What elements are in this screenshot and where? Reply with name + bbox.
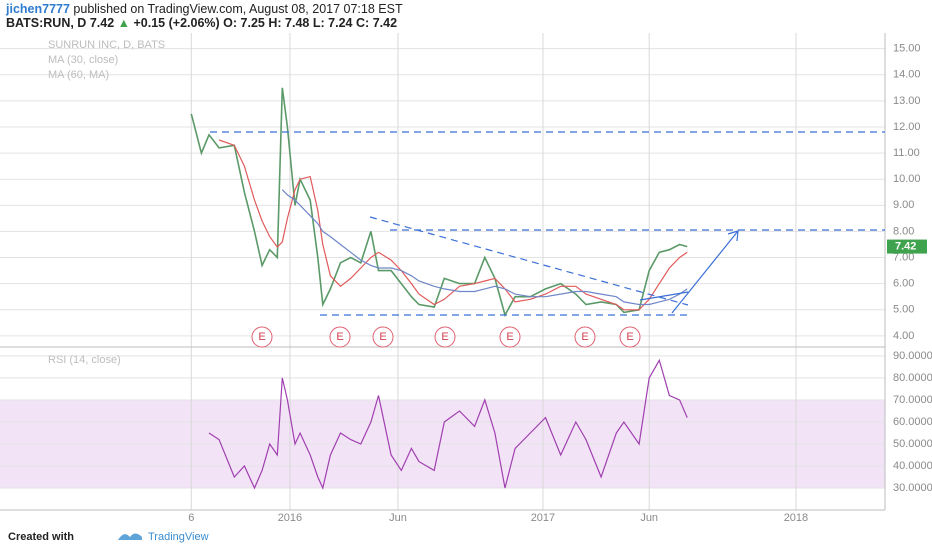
trend-line bbox=[369, 216, 689, 306]
author: jichen7777 bbox=[5, 2, 70, 16]
footer-brand: TradingView bbox=[148, 531, 209, 543]
earnings-marker bbox=[499, 326, 521, 348]
x-tick-label: 2017 bbox=[531, 512, 555, 524]
y-tick-label: 60.0000 bbox=[893, 416, 932, 428]
last: 7.42 bbox=[90, 16, 114, 30]
earnings-label: E bbox=[626, 331, 633, 343]
arrow-head bbox=[727, 230, 739, 242]
series-line bbox=[208, 358, 688, 490]
y-tick-label: 12.00 bbox=[893, 121, 921, 133]
plot: 4.00 5.00 6.00 7.00 8.00 9.00 10.00 11.00 12.00 1… bbox=[0, 33, 932, 524]
ohlc-value: 7.48 bbox=[285, 16, 309, 30]
ohlc-label: C: bbox=[356, 16, 369, 30]
x-tick-label: 2018 bbox=[784, 512, 808, 524]
y-tick-label: 50.0000 bbox=[893, 438, 932, 450]
ohlc-label: O: bbox=[223, 16, 237, 30]
change: +0.15 (+2.06%) bbox=[134, 16, 220, 30]
legend-entry: MA (60, MA) bbox=[48, 69, 109, 81]
legend-entry: MA (30, close) bbox=[48, 54, 118, 66]
footer-bg bbox=[0, 525, 932, 550]
x-tick-label: Jun bbox=[640, 512, 658, 524]
projection-arrow bbox=[671, 230, 739, 314]
y-tick-label: 90.0000 bbox=[893, 350, 932, 362]
ohlc-value: 7.42 bbox=[373, 16, 397, 30]
y-tick-label: 7.00 bbox=[893, 251, 914, 263]
last-price-label: 7.42 bbox=[895, 240, 916, 252]
legend-entry: RSI (14, close) bbox=[48, 354, 121, 366]
ohlc-label: L: bbox=[313, 16, 325, 30]
earnings-label: E bbox=[336, 331, 343, 343]
drawings bbox=[210, 131, 885, 316]
earnings-marker bbox=[372, 326, 394, 348]
y-tick-label: 5.00 bbox=[893, 304, 914, 316]
logo-icon bbox=[118, 533, 142, 540]
y-tick-label: 70.0000 bbox=[893, 394, 932, 406]
earnings-label: E bbox=[379, 331, 386, 343]
earnings-label: E bbox=[258, 331, 265, 343]
x-tick-label: 2016 bbox=[278, 512, 302, 524]
last-price-tag bbox=[887, 239, 927, 254]
x-tick-label: Jun bbox=[389, 512, 407, 524]
series-line bbox=[190, 87, 688, 318]
y-tick-label: 9.00 bbox=[893, 199, 914, 211]
series-line bbox=[218, 139, 688, 311]
published: published on TradingView.com, August 08,… bbox=[73, 2, 403, 16]
x-tick-label: 6 bbox=[188, 512, 194, 524]
header-line-1: jichen7777 published on TradingView.com,… bbox=[5, 2, 403, 16]
ohlc-label: H: bbox=[268, 16, 281, 30]
legend-entry: SUNRUN INC, D, BATS bbox=[48, 39, 165, 51]
y-tick-label: 30.0000 bbox=[893, 482, 932, 494]
symbol: BATS:RUN, D bbox=[6, 16, 86, 30]
y-tick-label: 13.00 bbox=[893, 95, 921, 107]
y-tick-label: 11.00 bbox=[893, 147, 920, 159]
earnings-marker bbox=[619, 326, 641, 348]
series-line bbox=[281, 189, 688, 306]
earnings-label: E bbox=[506, 331, 513, 343]
earnings-marker bbox=[434, 326, 456, 348]
y-tick-label: 40.0000 bbox=[893, 460, 932, 472]
y-tick-label: 10.00 bbox=[893, 173, 921, 185]
y-tick-label: 80.0000 bbox=[893, 372, 932, 384]
y-tick-label: 6.00 bbox=[893, 278, 914, 290]
y-tick-label: 8.00 bbox=[893, 225, 914, 237]
y-tick-label: 4.00 bbox=[893, 330, 914, 342]
y-tick-label: 14.00 bbox=[893, 69, 921, 81]
earnings-label: E bbox=[441, 331, 448, 343]
projection-line bbox=[639, 291, 689, 301]
earnings-label: E bbox=[581, 331, 588, 343]
earnings-marker bbox=[329, 326, 351, 348]
earnings-marker bbox=[574, 326, 596, 348]
up-arrow: ▲ bbox=[118, 16, 130, 30]
y-tick-label: 15.00 bbox=[893, 43, 921, 55]
header-line-2: BATS:RUN, D 7.42 ▲ +0.15 (+2.06%) O: 7.2… bbox=[6, 16, 397, 30]
ohlc-value: 7.25 bbox=[241, 16, 265, 30]
footer-created: Created with bbox=[8, 531, 74, 543]
ohlc-value: 7.24 bbox=[328, 16, 352, 30]
earnings-marker bbox=[251, 326, 273, 348]
